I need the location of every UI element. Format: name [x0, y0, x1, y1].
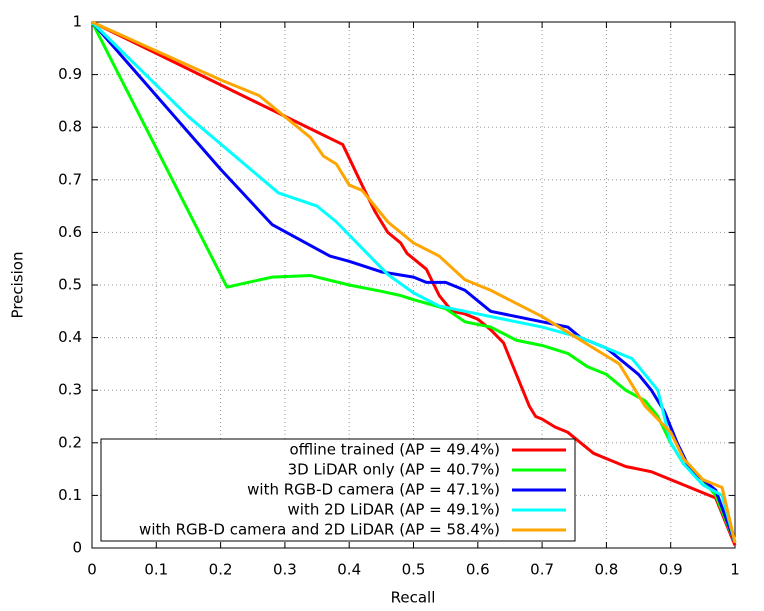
legend-label: with RGB-D camera (AP = 47.1%)	[247, 481, 500, 499]
y-tick-label: 0.7	[58, 170, 82, 188]
y-tick-label: 0.9	[58, 65, 82, 83]
legend-box	[100, 438, 576, 542]
legend-label: 3D LiDAR only (AP = 40.7%)	[288, 461, 500, 479]
legend-label: with RGB-D camera and 2D LiDAR (AP = 58.…	[139, 521, 500, 539]
x-tick-label: 0	[87, 561, 97, 579]
x-tick-label: 0.6	[466, 561, 490, 579]
x-tick-label: 0.8	[594, 561, 618, 579]
y-axis-label: Precision	[9, 252, 27, 319]
y-tick-label: 0.2	[58, 433, 82, 451]
x-tick-label: 0.3	[273, 561, 297, 579]
y-tick-label: 1	[72, 13, 82, 31]
plot-frame	[91, 21, 736, 549]
x-tick-label: 0.5	[402, 561, 426, 579]
series-line	[91, 20, 737, 546]
x-tick-label: 0.4	[337, 561, 361, 579]
x-tick-label: 0.1	[144, 561, 168, 579]
series-line	[90, 20, 737, 544]
x-axis-label: Recall	[391, 589, 436, 607]
y-tick-label: 0	[72, 539, 82, 557]
y-tick-label: 0.4	[58, 328, 82, 346]
x-tick-label: 1	[730, 561, 740, 579]
legend-label: offline trained (AP = 49.4%)	[289, 441, 500, 459]
y-tick-label: 0.6	[58, 223, 82, 241]
y-tick-label: 0.8	[58, 118, 82, 136]
y-tick-label: 0.5	[58, 276, 82, 294]
legend-label: with 2D LiDAR (AP = 49.1%)	[288, 501, 500, 519]
x-tick-label: 0.7	[530, 561, 554, 579]
series-line	[91, 20, 737, 544]
y-tick-label: 0.1	[58, 486, 82, 504]
x-tick-label: 0.2	[209, 561, 233, 579]
x-tick-label: 0.9	[659, 561, 683, 579]
y-tick-label: 0.3	[58, 381, 82, 399]
